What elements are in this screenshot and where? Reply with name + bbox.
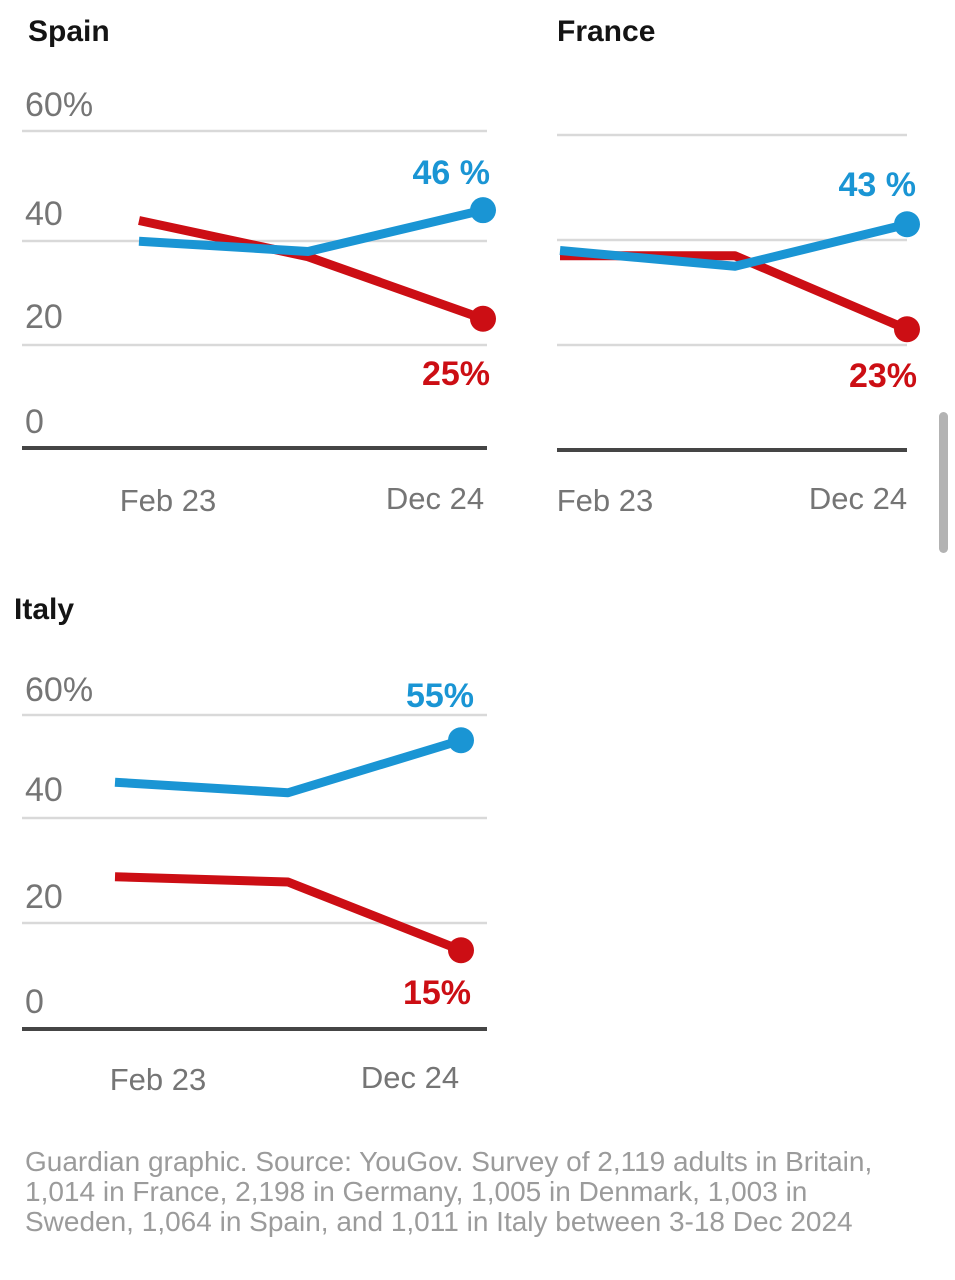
france-blue-value-label: 43 % [838, 166, 917, 204]
caption-line-1: Guardian graphic. Source: YouGov. Survey… [25, 1146, 873, 1177]
spain-red-value-label: 25% [421, 355, 490, 393]
italy-red-series-endpoint-dot [448, 937, 474, 964]
spain-ytick-40: 40 [25, 195, 63, 233]
spain-blue-series-line [138, 205, 485, 257]
scrollbar-thumb[interactable] [939, 412, 948, 553]
italy-xtick-dec24: Dec 24 [360, 1060, 460, 1095]
spain-red-series-line [138, 216, 485, 323]
italy-blue-series-endpoint-dot [448, 727, 474, 754]
italy-blue-series-line [114, 735, 463, 798]
chart-title-france: France [557, 15, 656, 48]
spain-red-series-endpoint-dot [470, 305, 496, 332]
spain-xtick-feb23: Feb 23 [119, 483, 217, 518]
france-blue-series-endpoint-dot [894, 211, 920, 238]
spain-ytick-60: 60% [25, 86, 94, 124]
source-caption: Guardian graphic. Source: YouGov. Survey… [25, 1147, 872, 1237]
spain-ytick-0: 0 [25, 403, 44, 441]
spain-ytick-20: 20 [25, 298, 63, 336]
italy-blue-value-label: 55% [405, 677, 474, 715]
france-blue-series-line [559, 219, 909, 271]
france-xtick-dec24: Dec 24 [808, 481, 908, 516]
italy-red-series-line [114, 872, 463, 955]
spain-blue-series-endpoint-dot [470, 197, 496, 224]
italy-red-value-label: 15% [402, 974, 471, 1012]
spain-xtick-dec24: Dec 24 [385, 481, 485, 516]
italy-ytick-40: 40 [25, 771, 63, 809]
italy-ytick-20: 20 [25, 878, 63, 916]
france-red-series-endpoint-dot [894, 316, 920, 343]
italy-ytick-0: 0 [25, 983, 44, 1021]
italy-ytick-60: 60% [25, 671, 94, 709]
france-red-value-label: 23% [848, 357, 917, 395]
italy-xtick-feb23: Feb 23 [109, 1062, 207, 1097]
caption-line-3: Sweden, 1,064 in Spain, and 1,011 in Ita… [25, 1206, 853, 1237]
chart-title-italy: Italy [14, 593, 75, 626]
chart-title-spain: Spain [28, 15, 110, 48]
caption-line-2: 1,014 in France, 2,198 in Germany, 1,005… [25, 1176, 808, 1207]
spain-blue-value-label: 46 % [412, 154, 491, 192]
france-xtick-feb23: Feb 23 [556, 483, 654, 518]
